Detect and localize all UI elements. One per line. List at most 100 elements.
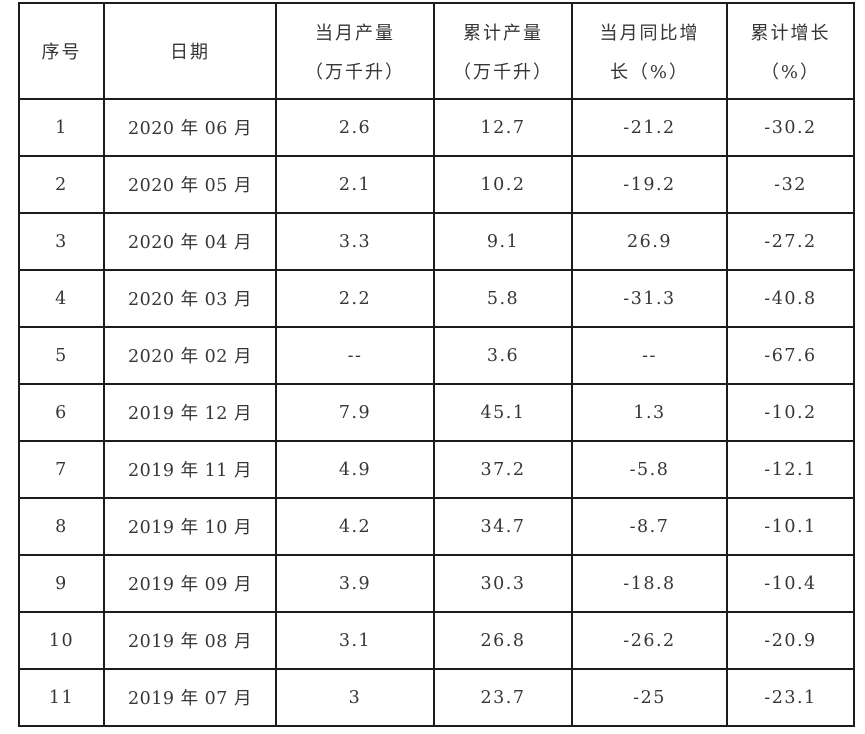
table-header-row: 序号 日期 当月产量 （万千升） 累计产量 （万千升） bbox=[18, 2, 855, 100]
header-line: （万千升） bbox=[305, 61, 405, 83]
cell-serial-number: 5 bbox=[18, 326, 105, 385]
cell-cumulative-growth: -67.6 bbox=[726, 326, 855, 385]
table-row: 6 2019 年 12 月 7.9 45.1 1.3 -10.2 bbox=[18, 383, 855, 442]
table-row: 8 2019 年 10 月 4.2 34.7 -8.7 -10.1 bbox=[18, 497, 855, 556]
column-header-cumulative-growth: 累计增长 （%） bbox=[726, 2, 855, 100]
header-line: 当月同比增 bbox=[599, 22, 700, 44]
cell-cumulative-growth: -20.9 bbox=[726, 611, 855, 670]
cell-cumulative-production: 26.8 bbox=[433, 611, 573, 670]
cell-date: 2020 年 05 月 bbox=[103, 155, 277, 214]
cell-cumulative-growth: -10.2 bbox=[726, 383, 855, 442]
cell-date: 2019 年 11 月 bbox=[103, 440, 277, 499]
cell-serial-number: 3 bbox=[18, 212, 105, 271]
cell-monthly-yoy-growth: -18.8 bbox=[571, 554, 728, 613]
cell-monthly-yoy-growth: -- bbox=[571, 326, 728, 385]
cell-monthly-yoy-growth: -19.2 bbox=[571, 155, 728, 214]
table-row: 4 2020 年 03 月 2.2 5.8 -31.3 -40.8 bbox=[18, 269, 855, 328]
cell-date: 2019 年 08 月 bbox=[103, 611, 277, 670]
header-line: 当月产量 bbox=[315, 22, 395, 44]
cell-monthly-production: 3.1 bbox=[275, 611, 435, 670]
cell-monthly-production: 3 bbox=[275, 668, 435, 727]
cell-cumulative-production: 3.6 bbox=[433, 326, 573, 385]
table-row: 10 2019 年 08 月 3.1 26.8 -26.2 -20.9 bbox=[18, 611, 855, 670]
column-header-text: 日期 bbox=[105, 38, 275, 64]
table-row: 7 2019 年 11 月 4.9 37.2 -5.8 -12.1 bbox=[18, 440, 855, 499]
cell-date: 2020 年 03 月 bbox=[103, 269, 277, 328]
header-line: （万千升） bbox=[453, 61, 553, 83]
cell-monthly-yoy-growth: 1.3 bbox=[571, 383, 728, 442]
column-header-date: 日期 bbox=[103, 2, 277, 100]
cell-serial-number: 6 bbox=[18, 383, 105, 442]
cell-monthly-production: 4.9 bbox=[275, 440, 435, 499]
cell-monthly-yoy-growth: -25 bbox=[571, 668, 728, 727]
cell-serial-number: 4 bbox=[18, 269, 105, 328]
cell-monthly-production: 2.2 bbox=[275, 269, 435, 328]
cell-serial-number: 8 bbox=[18, 497, 105, 556]
cell-date: 2019 年 12 月 bbox=[103, 383, 277, 442]
header-line: 日期 bbox=[170, 42, 210, 63]
header-line: 累计增长 bbox=[750, 22, 831, 44]
table-row: 11 2019 年 07 月 3 23.7 -25 -23.1 bbox=[18, 668, 855, 727]
production-statistics-table: 序号 日期 当月产量 （万千升） 累计产量 （万千升） bbox=[18, 2, 855, 727]
cell-cumulative-production: 30.3 bbox=[433, 554, 573, 613]
cell-serial-number: 2 bbox=[18, 155, 105, 214]
cell-cumulative-production: 34.7 bbox=[433, 497, 573, 556]
cell-date: 2019 年 09 月 bbox=[103, 554, 277, 613]
cell-cumulative-production: 12.7 bbox=[433, 98, 573, 157]
cell-serial-number: 10 bbox=[18, 611, 105, 670]
cell-cumulative-growth: -32 bbox=[726, 155, 855, 214]
cell-monthly-production: 3.3 bbox=[275, 212, 435, 271]
cell-serial-number: 9 bbox=[18, 554, 105, 613]
table-row: 2 2020 年 05 月 2.1 10.2 -19.2 -32 bbox=[18, 155, 855, 214]
cell-monthly-yoy-growth: -5.8 bbox=[571, 440, 728, 499]
cell-monthly-yoy-growth: -8.7 bbox=[571, 497, 728, 556]
cell-cumulative-growth: -27.2 bbox=[726, 212, 855, 271]
header-line: 序号 bbox=[41, 42, 82, 63]
cell-serial-number: 11 bbox=[18, 668, 105, 727]
table-row: 1 2020 年 06 月 2.6 12.7 -21.2 -30.2 bbox=[18, 98, 855, 157]
header-line: 长（%） bbox=[609, 61, 690, 83]
cell-date: 2019 年 10 月 bbox=[103, 497, 277, 556]
cell-cumulative-growth: -10.1 bbox=[726, 497, 855, 556]
cell-cumulative-growth: -12.1 bbox=[726, 440, 855, 499]
cell-cumulative-growth: -10.4 bbox=[726, 554, 855, 613]
table-row: 3 2020 年 04 月 3.3 9.1 26.9 -27.2 bbox=[18, 212, 855, 271]
cell-cumulative-growth: -23.1 bbox=[726, 668, 855, 727]
cell-date: 2020 年 06 月 bbox=[103, 98, 277, 157]
cell-cumulative-growth: -40.8 bbox=[726, 269, 855, 328]
cell-monthly-production: 2.1 bbox=[275, 155, 435, 214]
cell-date: 2020 年 02 月 bbox=[103, 326, 277, 385]
column-header-text: 累计增长 （%） bbox=[728, 19, 853, 84]
cell-cumulative-production: 5.8 bbox=[433, 269, 573, 328]
cell-monthly-yoy-growth: -21.2 bbox=[571, 98, 728, 157]
column-header-text: 累计产量 （万千升） bbox=[435, 19, 571, 84]
header-line: 累计产量 bbox=[463, 22, 543, 44]
cell-cumulative-production: 10.2 bbox=[433, 155, 573, 214]
cell-monthly-production: 4.2 bbox=[275, 497, 435, 556]
cell-monthly-yoy-growth: 26.9 bbox=[571, 212, 728, 271]
cell-monthly-production: 2.6 bbox=[275, 98, 435, 157]
cell-monthly-yoy-growth: -26.2 bbox=[571, 611, 728, 670]
header-line: （%） bbox=[760, 61, 821, 83]
column-header-text: 序号 bbox=[20, 38, 103, 64]
table-row: 9 2019 年 09 月 3.9 30.3 -18.8 -10.4 bbox=[18, 554, 855, 613]
cell-cumulative-production: 23.7 bbox=[433, 668, 573, 727]
column-header-cumulative-production: 累计产量 （万千升） bbox=[433, 2, 573, 100]
cell-serial-number: 1 bbox=[18, 98, 105, 157]
cell-monthly-yoy-growth: -31.3 bbox=[571, 269, 728, 328]
column-header-text: 当月同比增 长（%） bbox=[573, 19, 726, 84]
column-header-monthly-production: 当月产量 （万千升） bbox=[275, 2, 435, 100]
cell-cumulative-production: 45.1 bbox=[433, 383, 573, 442]
cell-monthly-production: 7.9 bbox=[275, 383, 435, 442]
cell-date: 2020 年 04 月 bbox=[103, 212, 277, 271]
column-header-serial: 序号 bbox=[18, 2, 105, 100]
cell-monthly-production: 3.9 bbox=[275, 554, 435, 613]
column-header-monthly-yoy-growth: 当月同比增 长（%） bbox=[571, 2, 728, 100]
cell-cumulative-production: 9.1 bbox=[433, 212, 573, 271]
cell-monthly-production: -- bbox=[275, 326, 435, 385]
table-row: 5 2020 年 02 月 -- 3.6 -- -67.6 bbox=[18, 326, 855, 385]
cell-cumulative-production: 37.2 bbox=[433, 440, 573, 499]
cell-date: 2019 年 07 月 bbox=[103, 668, 277, 727]
cell-serial-number: 7 bbox=[18, 440, 105, 499]
